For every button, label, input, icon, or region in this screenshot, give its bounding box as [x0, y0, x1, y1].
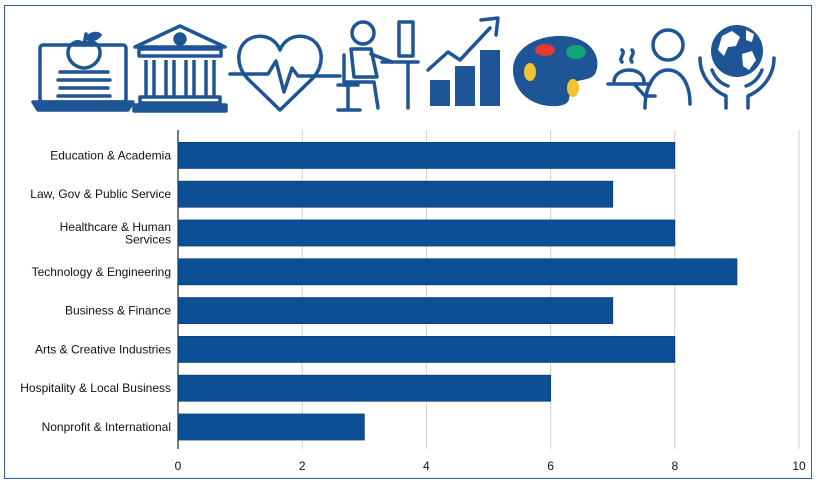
person-at-computer-icon: [336, 20, 420, 112]
hands-holding-globe-icon: [698, 25, 776, 110]
category-label: Technology & Engineering: [32, 265, 171, 279]
bar: [177, 141, 676, 169]
bar: [177, 413, 365, 441]
category-label: Law, Gov & Public Service: [30, 187, 171, 201]
bar: [177, 297, 614, 325]
growth-bar-chart-icon: [426, 16, 500, 106]
paint-palette-icon: [513, 36, 598, 107]
bar: [177, 219, 676, 247]
x-tick-label: 2: [299, 459, 306, 473]
heart-pulse-icon: [228, 34, 342, 112]
icon-row: [31, 16, 776, 113]
category-label: Hospitality & Local Business: [20, 381, 171, 395]
chart-frame: [4, 5, 812, 479]
waiter-serving-icon: [606, 28, 692, 110]
category-label: Arts & Creative Industries: [35, 342, 171, 356]
x-tick-label: 0: [175, 459, 182, 473]
x-tick-label: 10: [792, 459, 806, 473]
category-label: Business & Finance: [65, 304, 171, 318]
bar: [177, 374, 552, 402]
x-tick-label: 6: [547, 459, 554, 473]
category-label: Healthcare & Human Services: [60, 220, 171, 247]
bar: [177, 335, 676, 363]
government-building-icon: [132, 24, 228, 113]
bar: [177, 180, 614, 208]
laptop-apple-books-icon: [31, 31, 135, 112]
x-tick-label: 8: [671, 459, 678, 473]
category-label: Nonprofit & International: [42, 420, 171, 434]
bar: [177, 258, 738, 286]
category-label: Education & Academia: [50, 148, 171, 162]
x-tick-label: 4: [423, 459, 430, 473]
